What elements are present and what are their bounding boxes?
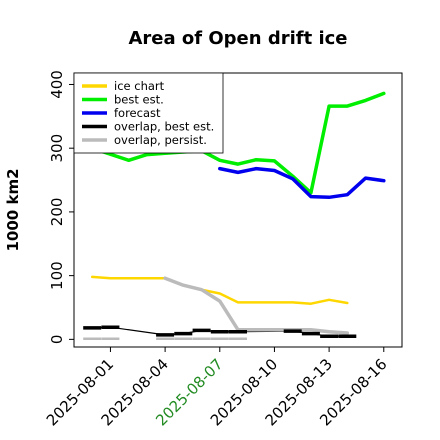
y-axis-label: 1000 km2 — [4, 168, 22, 251]
series-line-4 — [163, 276, 350, 335]
series-line-2 — [218, 166, 386, 200]
legend-label: overlap, best est. — [114, 120, 214, 134]
legend-label: ice chart — [114, 79, 165, 93]
legend-label: overlap, persist. — [114, 133, 207, 147]
plot-frame — [73, 72, 403, 348]
y-tick-label: 100 — [48, 261, 66, 290]
series-line-1 — [90, 91, 386, 195]
y-tick-label: 0 — [48, 335, 66, 345]
y-tick-label: 400 — [48, 70, 66, 99]
y-tick-label: 200 — [48, 198, 66, 227]
y-tick-label: 300 — [48, 134, 66, 163]
plot-area: 01002003004002025-08-012025-08-042025-08… — [43, 70, 403, 429]
series-line-0 — [90, 275, 349, 305]
legend-label: forecast — [114, 106, 161, 120]
legend-label: best est. — [114, 93, 164, 107]
chart-title: Area of Open drift ice — [128, 28, 347, 49]
